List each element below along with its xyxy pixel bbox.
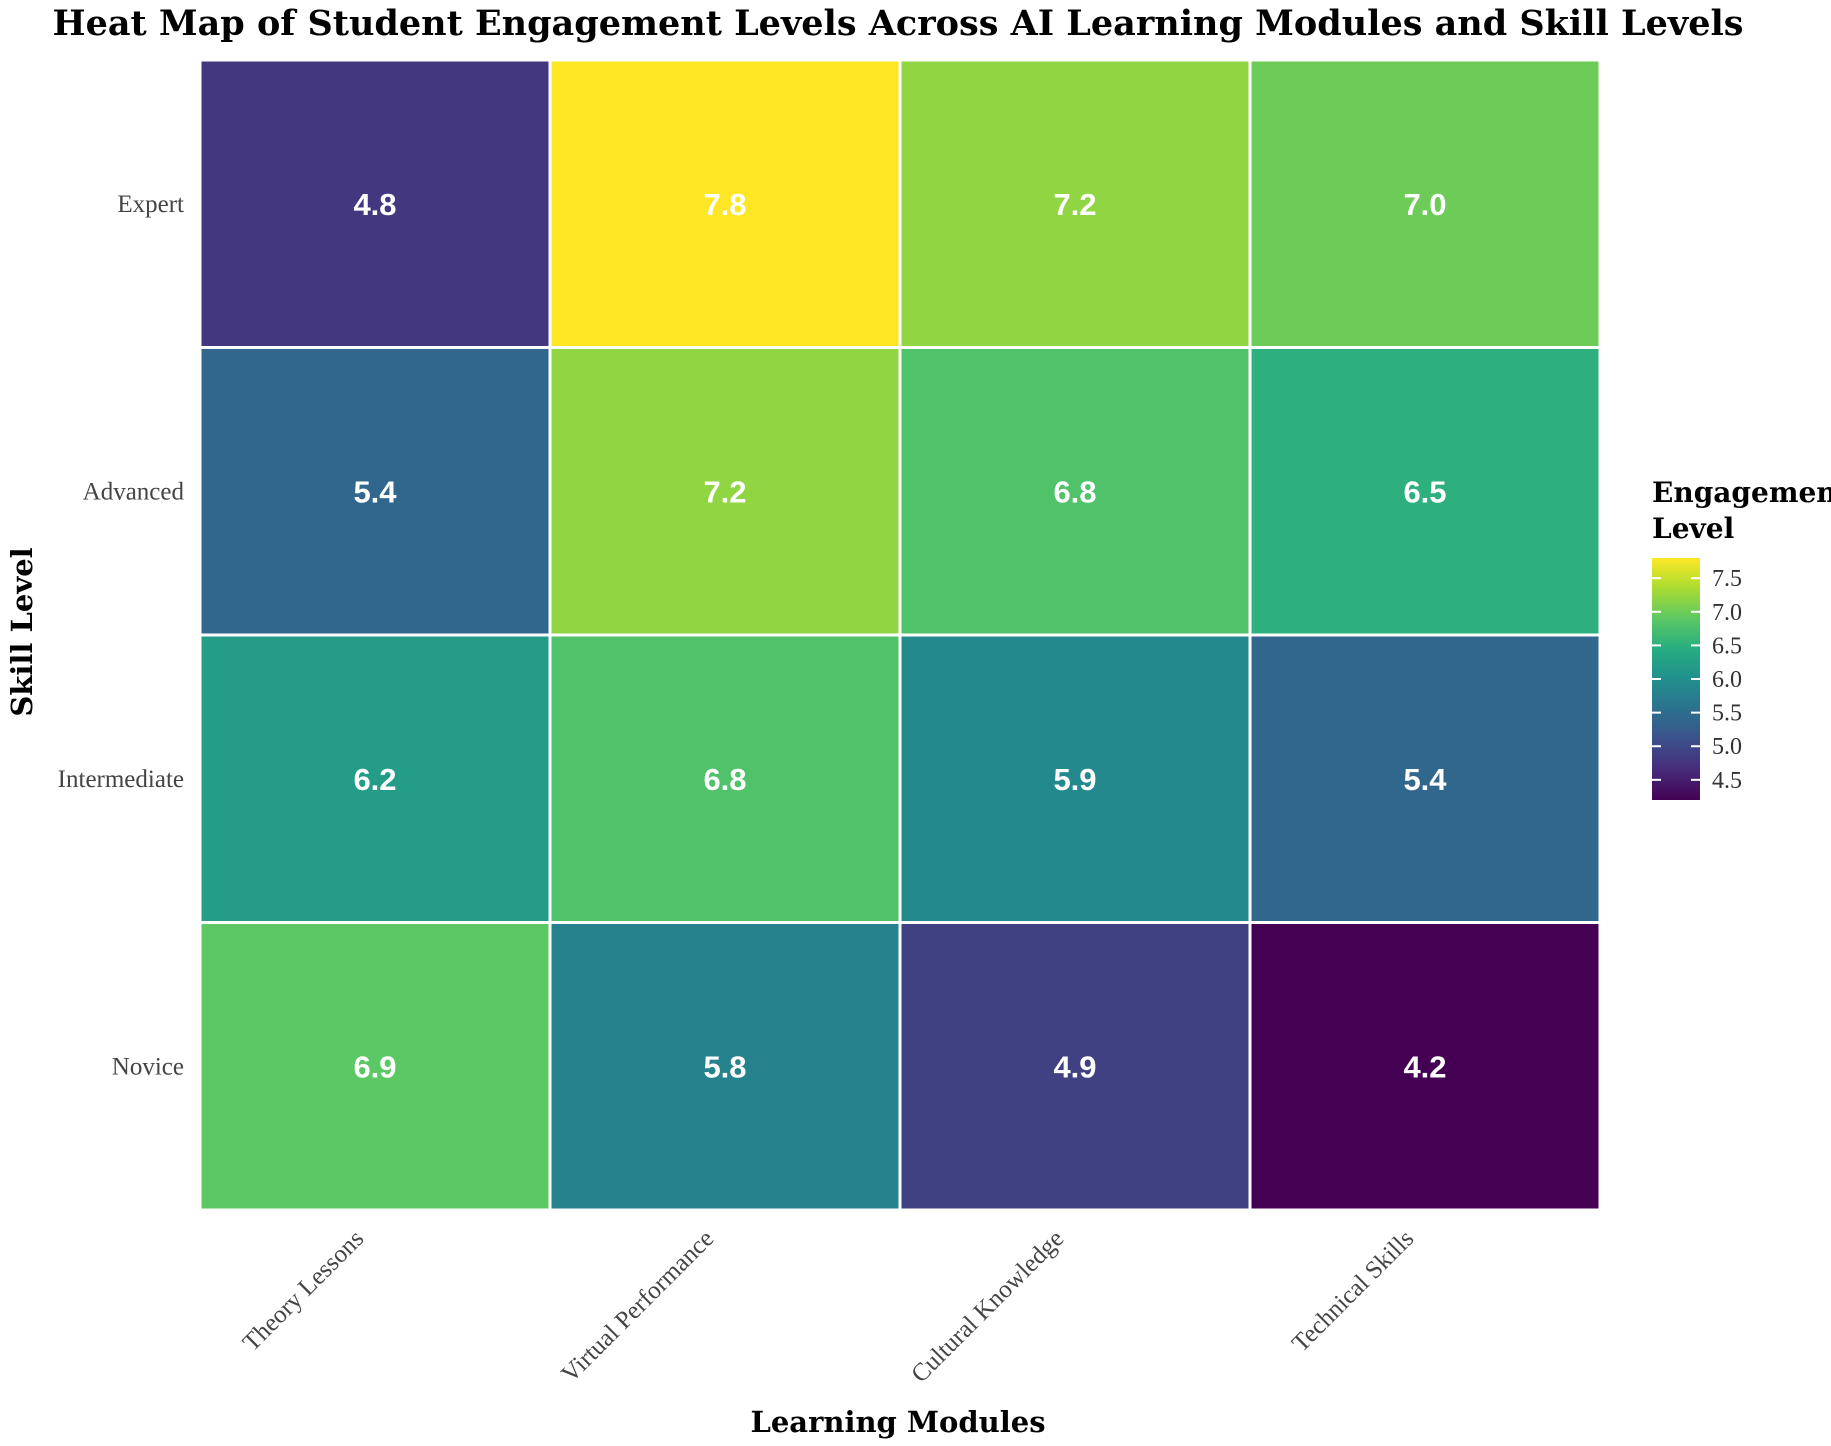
heatmap-cell [548,346,902,637]
heatmap-cell [198,346,552,637]
cell-value-label: 7.2 [703,474,746,509]
cell-value-label: 5.8 [703,1049,746,1084]
heatmap-cell [548,921,902,1212]
x-tick-technical-skills: Technical Skills [1287,1225,1419,1357]
legend-title-line1: Engagement [1652,476,1831,509]
cell-value-label: 6.8 [703,762,746,797]
cell-value-label: 6.8 [1053,474,1096,509]
y-axis-title: Skill Level [5,547,39,716]
x-tick-theory-lessons: Theory Lessons [238,1225,370,1357]
heatmap-cell [898,921,1252,1212]
heatmap-cell [548,633,902,924]
legend-tick-label: 7.0 [1712,600,1742,626]
y-tick-advanced: Advanced [83,478,185,505]
cell-value-label: 7.8 [703,187,746,222]
cell-value-label: 6.2 [353,762,396,797]
y-axis-tick-labels: Expert Advanced Intermediate Novice [58,191,185,1081]
cell-value-label: 4.8 [353,187,396,222]
cell-value-label: 4.2 [1403,1049,1446,1084]
heatmap-cells: 4.8 7.8 7.2 7.0 5.4 7.2 6.8 6.5 6.2 6.8 5.9 5.4 6.9 5… [198,58,1602,1212]
cell-value-label: 4.9 [1053,1049,1096,1084]
heatmap-cell [1248,921,1602,1212]
heatmap-cell [198,58,552,349]
cell-value-label: 7.0 [1403,187,1446,222]
y-tick-novice: Novice [112,1053,184,1080]
chart-title: Heat Map of Student Engagement Levels Ac… [53,3,1744,44]
legend-tick-label: 6.5 [1712,633,1742,659]
color-legend: Engagement Level 7.5 7.0 6.5 6.0 5.5 5.0 4.5 [1652,476,1831,800]
legend-tick-label: 4.5 [1712,768,1742,794]
heatmap-cell [898,58,1252,349]
legend-ticks: 7.5 7.0 6.5 6.0 5.5 5.0 4.5 [1652,566,1742,794]
legend-tick-label: 5.5 [1712,701,1742,727]
heatmap-cell [1248,58,1602,349]
heatmap-cell [548,58,902,349]
x-tick-virtual-performance: Virtual Performance [556,1225,719,1388]
x-axis-title: Learning Modules [750,1405,1045,1439]
cell-value-label: 5.9 [1053,762,1096,797]
heatmap-cell [198,921,552,1212]
heatmap-cell [1248,346,1602,637]
cell-value-label: 5.4 [1403,762,1447,797]
legend-title-line2: Level [1652,512,1734,545]
cell-value-label: 6.5 [1403,474,1446,509]
x-axis-tick-labels: Theory Lessons Virtual Performance Cultura… [238,1225,1420,1388]
cell-value-label: 7.2 [1053,187,1096,222]
cell-value-label: 5.4 [353,474,397,509]
heatmap-cell [1248,633,1602,924]
x-tick-cultural-knowledge: Cultural Knowledge [906,1225,1069,1388]
legend-tick-label: 7.5 [1712,566,1742,592]
y-tick-intermediate: Intermediate [58,766,184,793]
cell-value-label: 6.9 [353,1049,396,1084]
legend-tick-label: 5.0 [1712,734,1742,760]
legend-tick-label: 6.0 [1712,667,1742,693]
y-tick-expert: Expert [117,191,184,218]
